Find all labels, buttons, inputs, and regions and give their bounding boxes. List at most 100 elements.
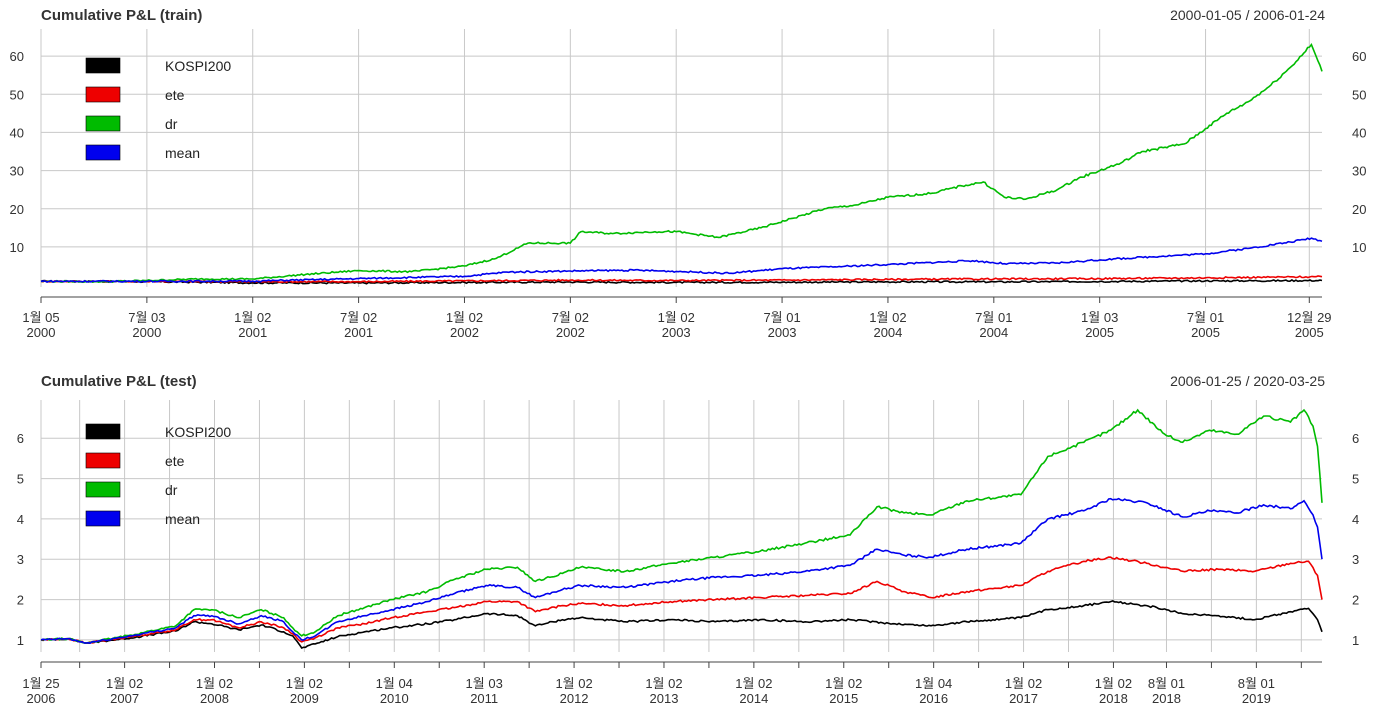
x-tick-label-date: 1월 02 (446, 310, 483, 325)
series-line-dr (40, 42, 1323, 284)
x-tick-label-date: 1월 02 (555, 676, 592, 691)
legend-swatch-dr (85, 115, 121, 132)
x-tick-label-year: 2017 (1009, 691, 1038, 706)
y-tick-label-left: 60 (10, 49, 24, 64)
x-tick-label-date: 7월 02 (552, 310, 589, 325)
x-tick-label-date: 1월 02 (658, 310, 695, 325)
x-tick-label-year: 2002 (450, 325, 479, 340)
y-tick-label-right: 3 (1352, 552, 1359, 567)
y-tick-label-right: 60 (1352, 49, 1366, 64)
legend-swatch-kospi200 (85, 423, 121, 440)
series-line-ete (40, 556, 1323, 644)
y-tick-label-left: 30 (10, 164, 24, 179)
x-tick-label-year: 2000 (27, 325, 56, 340)
x-tick-label-date: 1월 05 (22, 310, 59, 325)
x-tick-label-year: 2003 (662, 325, 691, 340)
x-tick-label-year: 2018 (1099, 691, 1128, 706)
x-tick-label-year: 2007 (110, 691, 139, 706)
x-tick-label-year: 2004 (979, 325, 1008, 340)
x-tick-label-year: 2014 (739, 691, 768, 706)
x-tick-label-year: 2002 (556, 325, 585, 340)
x-tick-label-year: 2012 (560, 691, 589, 706)
legend-swatch-mean (85, 144, 121, 161)
legend-swatch-ete (85, 86, 121, 103)
series-line-mean (40, 497, 1323, 644)
y-tick-label-right: 4 (1352, 512, 1359, 527)
x-tick-label-date: 1월 03 (1081, 310, 1118, 325)
legend-swatch-dr (85, 481, 121, 498)
y-tick-label-left: 5 (17, 472, 24, 487)
series-line-dr (40, 408, 1323, 644)
y-tick-label-right: 50 (1352, 87, 1366, 102)
x-tick-label-date: 1월 02 (869, 310, 906, 325)
y-tick-label-left: 2 (17, 593, 24, 608)
legend-label-kospi200: KOSPI200 (165, 424, 231, 440)
x-tick-label-date: 1월 25 (22, 676, 59, 691)
x-tick-label-date: 1월 02 (106, 676, 143, 691)
x-tick-label-year: 2013 (650, 691, 679, 706)
x-tick-label-date: 7월 01 (975, 310, 1012, 325)
series-line-mean (40, 237, 1323, 283)
x-tick-label-date: 7월 03 (128, 310, 165, 325)
y-tick-label-right: 1 (1352, 633, 1359, 648)
y-tick-label-left: 3 (17, 552, 24, 567)
x-tick-label-year: 2010 (380, 691, 409, 706)
y-tick-label-left: 4 (17, 512, 24, 527)
y-tick-label-right: 5 (1352, 472, 1359, 487)
y-tick-label-left: 40 (10, 125, 24, 140)
x-tick-label-year: 2005 (1085, 325, 1114, 340)
x-tick-label-year: 2008 (200, 691, 229, 706)
legend-label-dr: dr (165, 482, 178, 498)
x-tick-label-date: 1월 02 (1095, 676, 1132, 691)
x-tick-label-date: 7월 02 (340, 310, 377, 325)
legend-label-ete: ete (165, 453, 185, 469)
x-tick-label-date: 1월 02 (645, 676, 682, 691)
x-tick-label-year: 2005 (1191, 325, 1220, 340)
legend-label-dr: dr (165, 116, 178, 132)
x-tick-label-date: 7월 01 (1187, 310, 1224, 325)
y-tick-label-left: 20 (10, 202, 24, 217)
x-tick-label-year: 2019 (1242, 691, 1271, 706)
x-tick-label-year: 2005 (1295, 325, 1324, 340)
test-date-range: 2006-01-25 / 2020-03-25 (1170, 373, 1325, 389)
x-tick-label-year: 2006 (27, 691, 56, 706)
x-tick-label-year: 2004 (873, 325, 902, 340)
x-tick-label-date: 1월 02 (196, 676, 233, 691)
x-tick-label-year: 2016 (919, 691, 948, 706)
x-tick-label-year: 2018 (1152, 691, 1181, 706)
x-tick-label-year: 2001 (344, 325, 373, 340)
x-tick-label-year: 2015 (829, 691, 858, 706)
x-tick-label-year: 2000 (132, 325, 161, 340)
legend-label-mean: mean (165, 511, 200, 527)
y-tick-label-left: 6 (17, 431, 24, 446)
x-tick-label-date: 8월 01 (1148, 676, 1185, 691)
y-tick-label-right: 30 (1352, 164, 1366, 179)
legend-swatch-ete (85, 452, 121, 469)
x-tick-label-year: 2001 (238, 325, 267, 340)
x-tick-label-date: 7월 01 (763, 310, 800, 325)
x-tick-label-date: 1월 02 (286, 676, 323, 691)
y-tick-label-right: 20 (1352, 202, 1366, 217)
y-tick-label-left: 10 (10, 240, 24, 255)
x-tick-label-year: 2009 (290, 691, 319, 706)
x-tick-label-year: 2003 (768, 325, 797, 340)
x-tick-label-date: 1월 02 (735, 676, 772, 691)
x-tick-label-date: 12월 29 (1287, 310, 1332, 325)
y-tick-label-right: 6 (1352, 431, 1359, 446)
x-tick-label-date: 1월 03 (466, 676, 503, 691)
legend-swatch-kospi200 (85, 57, 121, 74)
x-tick-label-date: 1월 04 (376, 676, 413, 691)
test-chart-title: Cumulative P&L (test) (41, 373, 197, 390)
series-line-kospi200 (40, 600, 1323, 649)
legend-swatch-mean (85, 510, 121, 527)
train-chart-panel: Cumulative P&L (train) 2000-01-05 / 2006-… (10, 7, 1367, 340)
series-line-kospi200 (40, 279, 1323, 285)
x-tick-label-date: 1월 02 (234, 310, 271, 325)
x-tick-label-date: 1월 02 (1005, 676, 1042, 691)
y-tick-label-right: 10 (1352, 240, 1366, 255)
train-chart-title: Cumulative P&L (train) (41, 7, 202, 24)
x-tick-label-date: 8월 01 (1238, 676, 1275, 691)
test-chart-panel: Cumulative P&L (test) 2006-01-25 / 2020-0… (17, 373, 1359, 706)
train-date-range: 2000-01-05 / 2006-01-24 (1170, 7, 1325, 23)
